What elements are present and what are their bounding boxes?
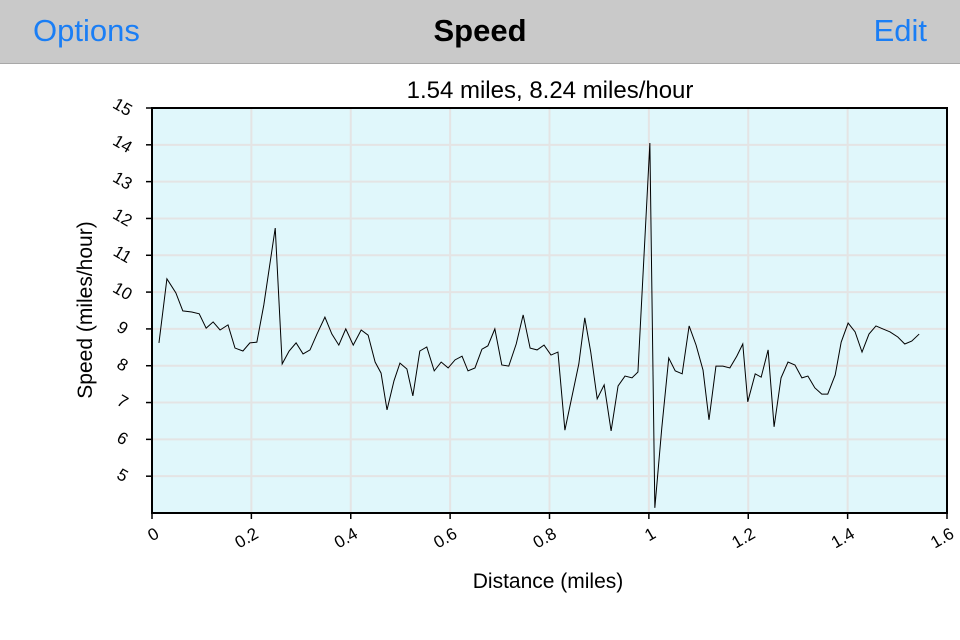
- y-tick-label: 8: [114, 354, 132, 375]
- x-tick-label: 0.8: [530, 524, 560, 552]
- y-tick-label: 12: [110, 205, 136, 231]
- y-tick-label: 10: [110, 278, 136, 304]
- edit-button[interactable]: Edit: [873, 13, 927, 48]
- x-tick-label: 1.4: [828, 524, 858, 552]
- nav-title: Speed: [433, 13, 527, 48]
- x-tick-label: 0.6: [430, 524, 460, 552]
- x-tick-label: 1.6: [927, 524, 957, 552]
- x-tick-label: 0: [145, 524, 163, 545]
- y-tick-label: 11: [110, 242, 135, 267]
- y-tick-label: 6: [114, 428, 132, 449]
- y-tick-label: 9: [114, 317, 132, 338]
- options-button[interactable]: Options: [33, 13, 140, 48]
- y-axis-label: Speed (miles/hour): [74, 221, 97, 398]
- x-tick-label: 1: [641, 524, 659, 545]
- y-tick-label: 7: [114, 391, 132, 412]
- y-tick-label: 14: [110, 131, 136, 157]
- x-tick-label: 1.2: [729, 524, 759, 552]
- y-tick-label: 5: [114, 465, 132, 486]
- nav-bar: Options Speed Edit: [0, 0, 960, 64]
- x-tick-label: 0.4: [331, 524, 361, 552]
- x-tick-label: 0.2: [232, 524, 262, 552]
- y-tick-label: 15: [110, 94, 136, 120]
- y-tick-label: 13: [110, 168, 136, 194]
- speed-line: [158, 142, 920, 508]
- plot-frame: [151, 107, 948, 514]
- chart-title: 1.54 miles, 8.24 miles/hour: [407, 77, 694, 104]
- x-axis-label: Distance (miles): [473, 570, 624, 593]
- chart: 1.54 miles, 8.24 miles/hour Distance (mi…: [74, 77, 957, 593]
